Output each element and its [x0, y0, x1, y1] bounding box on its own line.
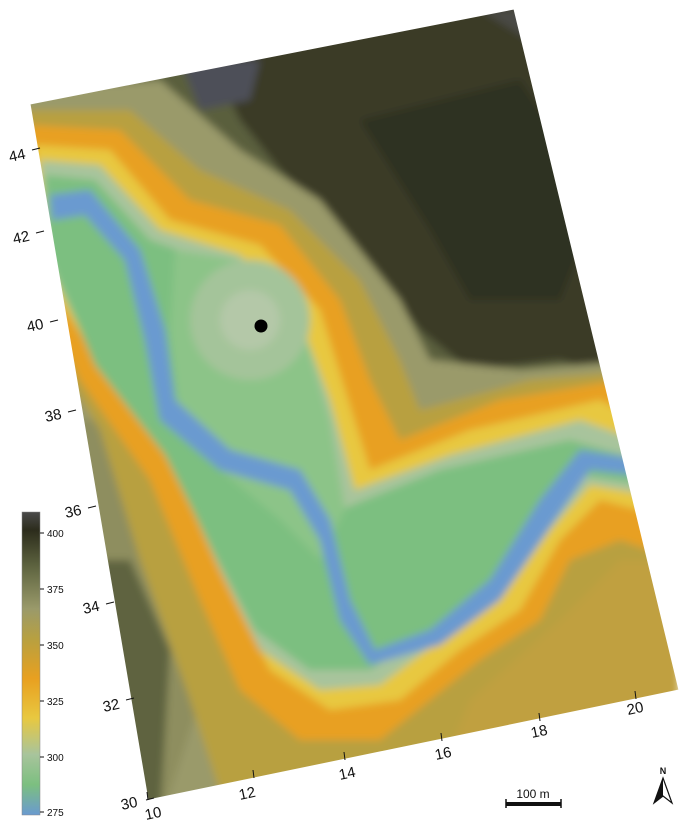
legend-label: 400: [47, 529, 64, 540]
y-tick-label: 44: [7, 146, 27, 166]
y-tick-label: 30: [119, 794, 139, 814]
legend-label: 375: [47, 585, 64, 596]
y-tick-label: 32: [101, 696, 121, 716]
x-tick-label: 16: [433, 744, 453, 764]
scale-bar-label: 100 m: [516, 787, 549, 801]
x-tick-label: 18: [529, 722, 549, 742]
y-tick-label: 36: [63, 502, 83, 522]
x-axis-labels: 10 12 14 16 18 20: [143, 699, 645, 823]
x-axis-ticks: [146, 690, 637, 801]
legend-label: 275: [47, 808, 64, 819]
x-tick-label: 10: [143, 804, 163, 823]
legend-label: 325: [47, 697, 64, 708]
y-tick-label: 40: [25, 316, 45, 336]
north-label: N: [660, 766, 667, 776]
x-tick-label: 12: [237, 784, 257, 804]
north-arrow-icon: N: [652, 766, 674, 805]
scale-bar: 100 m: [505, 787, 562, 808]
elevation-legend: 400 375 350 325 300 275: [21, 511, 64, 819]
legend-label: 300: [47, 753, 64, 764]
x-tick-label: 20: [625, 699, 645, 719]
y-axis-ticks: [31, 147, 155, 801]
y-tick-label: 42: [11, 228, 31, 248]
x-tick-label: 14: [337, 764, 357, 784]
y-tick-label: 38: [43, 406, 63, 426]
location-marker: [254, 319, 268, 333]
legend-label: 350: [47, 641, 64, 652]
y-axis-labels: 30 32 34 36 38 40 42 44: [7, 146, 139, 814]
legend-color-bar: [21, 511, 41, 816]
y-tick-label: 34: [81, 598, 101, 618]
